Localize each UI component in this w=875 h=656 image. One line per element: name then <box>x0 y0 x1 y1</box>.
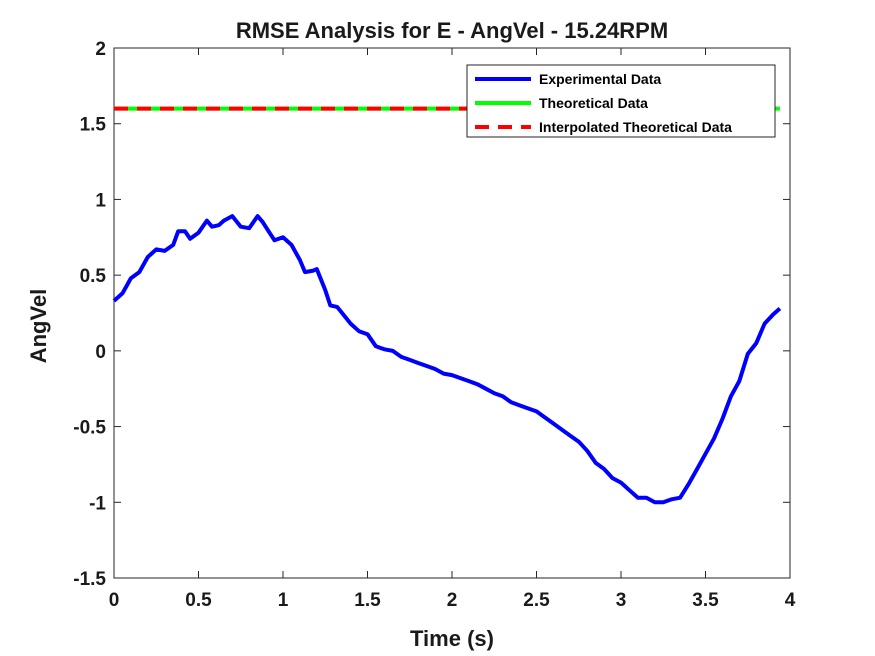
legend: Experimental Data Theoretical Data Interpo… <box>466 64 776 138</box>
y-tick-label: -1 <box>89 493 106 514</box>
legend-label: Interpolated Theoretical Data <box>539 119 732 135</box>
legend-label: Experimental Data <box>539 71 661 87</box>
chart-title: RMSE Analysis for E - AngVel - 15.24RPM <box>236 18 668 43</box>
y-tick-label: -1.5 <box>73 569 106 590</box>
x-tick-label: 3 <box>616 590 627 611</box>
x-tick-label: 0 <box>109 590 120 611</box>
x-tick-label: 2 <box>447 590 458 611</box>
x-tick-label: 0.5 <box>185 590 212 611</box>
x-axis-label: Time (s) <box>410 626 494 651</box>
y-tick-label: 1.5 <box>80 115 107 136</box>
y-tick-label: 1 <box>95 190 106 211</box>
x-tick-label: 3.5 <box>692 590 719 611</box>
y-tick-label: 0 <box>95 342 106 363</box>
x-tick-label: 4 <box>785 590 796 611</box>
y-axis-label: AngVel <box>26 289 51 364</box>
x-tick-label: 1 <box>278 590 289 611</box>
x-tick-label: 2.5 <box>523 590 550 611</box>
y-tick-label: -0.5 <box>73 418 106 439</box>
series-line-experimental-data <box>112 214 782 505</box>
y-tick-label: 0.5 <box>80 266 107 287</box>
y-tick-label: 2 <box>95 39 106 60</box>
x-tick-label: 1.5 <box>354 590 381 611</box>
legend-label: Theoretical Data <box>539 95 648 111</box>
